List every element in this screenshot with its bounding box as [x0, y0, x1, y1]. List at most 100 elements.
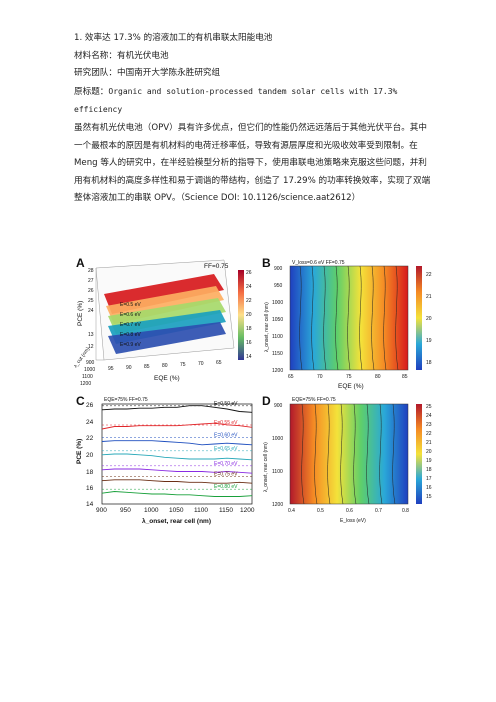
- panel-c-series-line: [101, 405, 253, 413]
- panel-c-x-tick-6: 1150: [219, 507, 233, 514]
- panel-a-x-tick-3: 85: [144, 364, 150, 370]
- panel-a-z-tick-1: 28: [88, 268, 94, 274]
- panel-d-cbar-tick-5: 21: [426, 440, 432, 446]
- panel-d-colorbar: [416, 404, 422, 504]
- panel-b-contour-plot: V_loss=0.6 eV FF=0.75 900 950 1000 1050 …: [264, 260, 432, 390]
- panel-b-cbar-tick-1: 22: [426, 272, 432, 278]
- panel-a-cbar-tick-5: 18: [246, 326, 252, 332]
- panel-d: D EQE=75% FF=0.7: [260, 392, 442, 528]
- panel-a-layer-label-5: E=0.9 eV: [120, 342, 141, 348]
- panel-c-y-tick-3: 22: [86, 435, 94, 442]
- panel-d-ylabel: λ_onset, rear cell (nm): [263, 442, 269, 492]
- panel-c-line-plot: EQE=75% FF=0.75 E=0.50 eV E=0.55 eV E=0.60…: [76, 397, 255, 525]
- article-heading: 1. 效率达 17.3% 的溶液加工的有机串联太阳能电池: [74, 33, 273, 43]
- panel-a-z-tick-5: 24: [88, 308, 94, 314]
- panel-b-y-tick-6: 1150: [272, 351, 283, 357]
- panel-b-cbar-tick-3: 20: [426, 316, 432, 322]
- original-title-line: 原标题：Organic and solution-processed tande…: [74, 83, 434, 120]
- panel-b-y-tick-4: 1050: [272, 317, 283, 323]
- panel-c-series-line: [101, 468, 253, 474]
- panel-a-xlabel: EQE (%): [154, 375, 180, 382]
- panel-c-series-line: [101, 479, 253, 484]
- panel-b-y-tick-7: 1200: [272, 368, 283, 374]
- panel-c-legend-label: E=0.70 eV: [214, 461, 238, 467]
- panel-a-cbar-tick-7: 14: [246, 354, 252, 360]
- panel-a-x-tick-2: 90: [126, 365, 132, 371]
- panel-c-y-tick-6: 16: [86, 485, 94, 492]
- panel-c-series-line: [101, 453, 253, 461]
- panel-a-x-tick-7: 65: [216, 360, 222, 366]
- panel-a-x-tick-4: 80: [162, 363, 168, 369]
- summary-paragraph: 虽然有机光伏电池（OPV）具有许多优点，但它们的性能仍然远远落后于其他光伏平台。…: [74, 122, 431, 204]
- panel-d-cbar-tick-10: 16: [426, 485, 432, 491]
- panel-a-y-tick-4: 1200: [80, 381, 91, 387]
- panel-c-y-tick-7: 14: [86, 501, 94, 508]
- panel-a-x-tick-1: 95: [108, 366, 114, 372]
- panel-c-x-tick-7: 1200: [240, 507, 255, 514]
- panel-a-cbar-tick-4: 20: [246, 312, 252, 318]
- panel-c-xlabel: λ_onset, rear cell (nm): [142, 517, 211, 525]
- panel-c-legend-label: E=0.50 eV: [214, 401, 238, 407]
- panel-d-y-tick-2: 1000: [272, 436, 283, 442]
- panel-a-cbar-tick-3: 22: [246, 298, 252, 304]
- panel-a-y-tick-2: 1000: [84, 367, 95, 373]
- material-line: 材料名称：有机光伏电池: [74, 50, 169, 61]
- panel-c-legend-label: E=0.60 eV: [214, 433, 238, 439]
- panel-d-annotation: EQE=75% FF=0.75: [292, 397, 336, 403]
- panel-d-letter: D: [262, 394, 271, 408]
- panel-c-letter: C: [76, 394, 85, 408]
- panel-d-cbar-tick-4: 22: [426, 431, 432, 437]
- panel-c-annotation: EQE=75% FF=0.75: [104, 397, 148, 403]
- panel-a-y-tick-3: 1100: [82, 374, 93, 380]
- panel-c-y-tick-2: 24: [86, 419, 94, 426]
- panel-c-series-line: [101, 440, 253, 446]
- panel-c-x-tick-2: 950: [120, 507, 131, 514]
- panel-d-x-tick-1: 0.4: [288, 508, 295, 514]
- panel-a-annotation: FF=0.75: [204, 263, 229, 270]
- panel-d-x-tick-5: 0.8: [402, 508, 409, 514]
- panel-b-cbar-tick-4: 19: [426, 338, 432, 344]
- panel-d-x-tick-4: 0.7: [375, 508, 382, 514]
- panel-c-x-tick-3: 1000: [144, 507, 159, 514]
- panel-b-cbar-tick-2: 21: [426, 294, 432, 300]
- panel-b-cbar-tick-5: 18: [426, 360, 432, 366]
- panel-a-surface-plot: E=0.5 eV E=0.6 eV E=0.7 eV E=0.8 eV E=0.…: [73, 259, 252, 387]
- panel-d-xlabel: E_loss (eV): [340, 518, 366, 524]
- panel-a-z-tick-6: 13: [88, 332, 94, 338]
- panel-a-cbar-tick-2: 24: [246, 284, 252, 290]
- panel-a-z-tick-2: 27: [88, 278, 94, 284]
- panel-d-cbar-tick-3: 23: [426, 422, 432, 428]
- panel-b-ylabel: λ_onset, rear cell (nm): [264, 302, 270, 352]
- panel-a-layer-label-1: E=0.5 eV: [120, 302, 141, 308]
- panel-a: A E=0.5 eV: [73, 256, 256, 392]
- panel-d-cbar-tick-7: 19: [426, 458, 432, 464]
- panel-b-x-tick-5: 85: [402, 374, 408, 380]
- panel-b-x-tick-4: 80: [375, 374, 381, 380]
- panel-d-cbar-tick-11: 15: [426, 494, 432, 500]
- panel-b-x-tick-1: 65: [288, 374, 294, 380]
- panel-b-x-tick-3: 75: [346, 374, 352, 380]
- panel-a-zlabel: PCE (%): [77, 301, 84, 326]
- panel-c-legend-label: E=0.80 eV: [214, 484, 238, 490]
- panel-d-cbar-tick-1: 25: [426, 404, 432, 410]
- panel-a-layer-label-2: E=0.6 eV: [120, 312, 141, 318]
- original-title-prefix: 原标题：: [74, 86, 109, 97]
- panel-d-y-tick-1: 900: [274, 403, 283, 409]
- panel-c: C EQE=75% FF=0.75 E=0.50 eV E=0.55 eV E=0.…: [74, 392, 256, 528]
- panel-c-legend-label: E=0.75 eV: [214, 472, 238, 478]
- panel-a-letter: A: [76, 256, 85, 270]
- panel-a-cbar-tick-6: 16: [246, 340, 252, 346]
- panel-b-letter: B: [262, 256, 271, 270]
- panel-d-x-tick-3: 0.6: [346, 508, 353, 514]
- panel-c-x-tick-4: 1050: [169, 507, 184, 514]
- panel-d-cbar-tick-9: 17: [426, 476, 432, 482]
- panel-d-y-tick-3: 1100: [272, 469, 283, 475]
- team-line: 研究团队：中国南开大学陈永胜研究组: [74, 68, 221, 79]
- panel-a-layer-label-3: E=0.7 eV: [120, 322, 141, 328]
- science-figure: A E=0.5 eV: [73, 256, 442, 528]
- panel-d-cbar-tick-2: 24: [426, 413, 432, 419]
- panel-d-contour-plot: EQE=75% FF=0.75 900 1000 1100 1200 λ_ons…: [263, 397, 432, 524]
- panel-b-y-tick-5: 1100: [272, 334, 283, 340]
- panel-a-x-tick-5: 75: [180, 362, 186, 368]
- panel-c-x-tick-5: 1100: [194, 507, 208, 514]
